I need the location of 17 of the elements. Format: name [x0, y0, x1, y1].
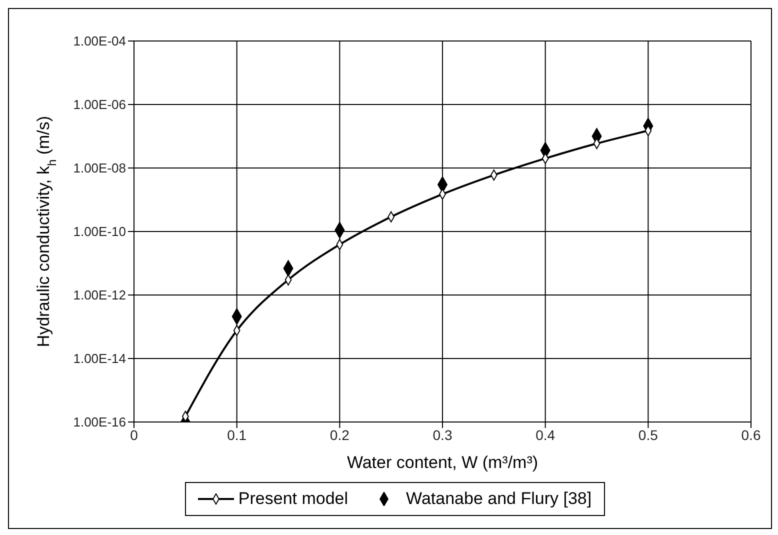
y-tick-label: 1.00E-10 — [73, 224, 126, 240]
y-tick-label: 1.00E-08 — [73, 160, 126, 176]
y-tick-label: 1.00E-16 — [73, 414, 126, 430]
x-axis-title: Water content, W (m³/m³) — [346, 453, 538, 472]
legend-label: Present model — [237, 489, 348, 509]
x-tick-label: 0 — [130, 426, 138, 443]
x-tick-label: 0.4 — [536, 426, 556, 443]
x-tick-label: 0.3 — [432, 426, 452, 443]
y-tick-label: 1.00E-12 — [73, 288, 126, 303]
x-tick-label: 0.6 — [741, 426, 761, 443]
y-tick-label: 1.00E-06 — [73, 97, 126, 112]
y-tick-label: 1.00E-04 — [73, 34, 126, 49]
x-tick-label: 0.1 — [227, 426, 247, 443]
legend-label: Watanabe and Flury [38] — [405, 489, 592, 509]
y-tick-label: 1.00E-14 — [73, 351, 126, 366]
x-tick-label: 0.2 — [330, 426, 350, 443]
x-tick-label: 0.5 — [638, 426, 658, 443]
